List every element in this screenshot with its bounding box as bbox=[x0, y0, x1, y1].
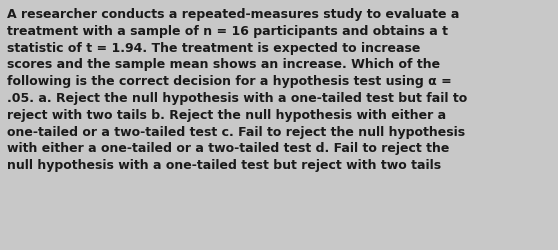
Text: A researcher conducts a repeated-measures study to evaluate a
treatment with a s: A researcher conducts a repeated-measure… bbox=[7, 8, 468, 172]
